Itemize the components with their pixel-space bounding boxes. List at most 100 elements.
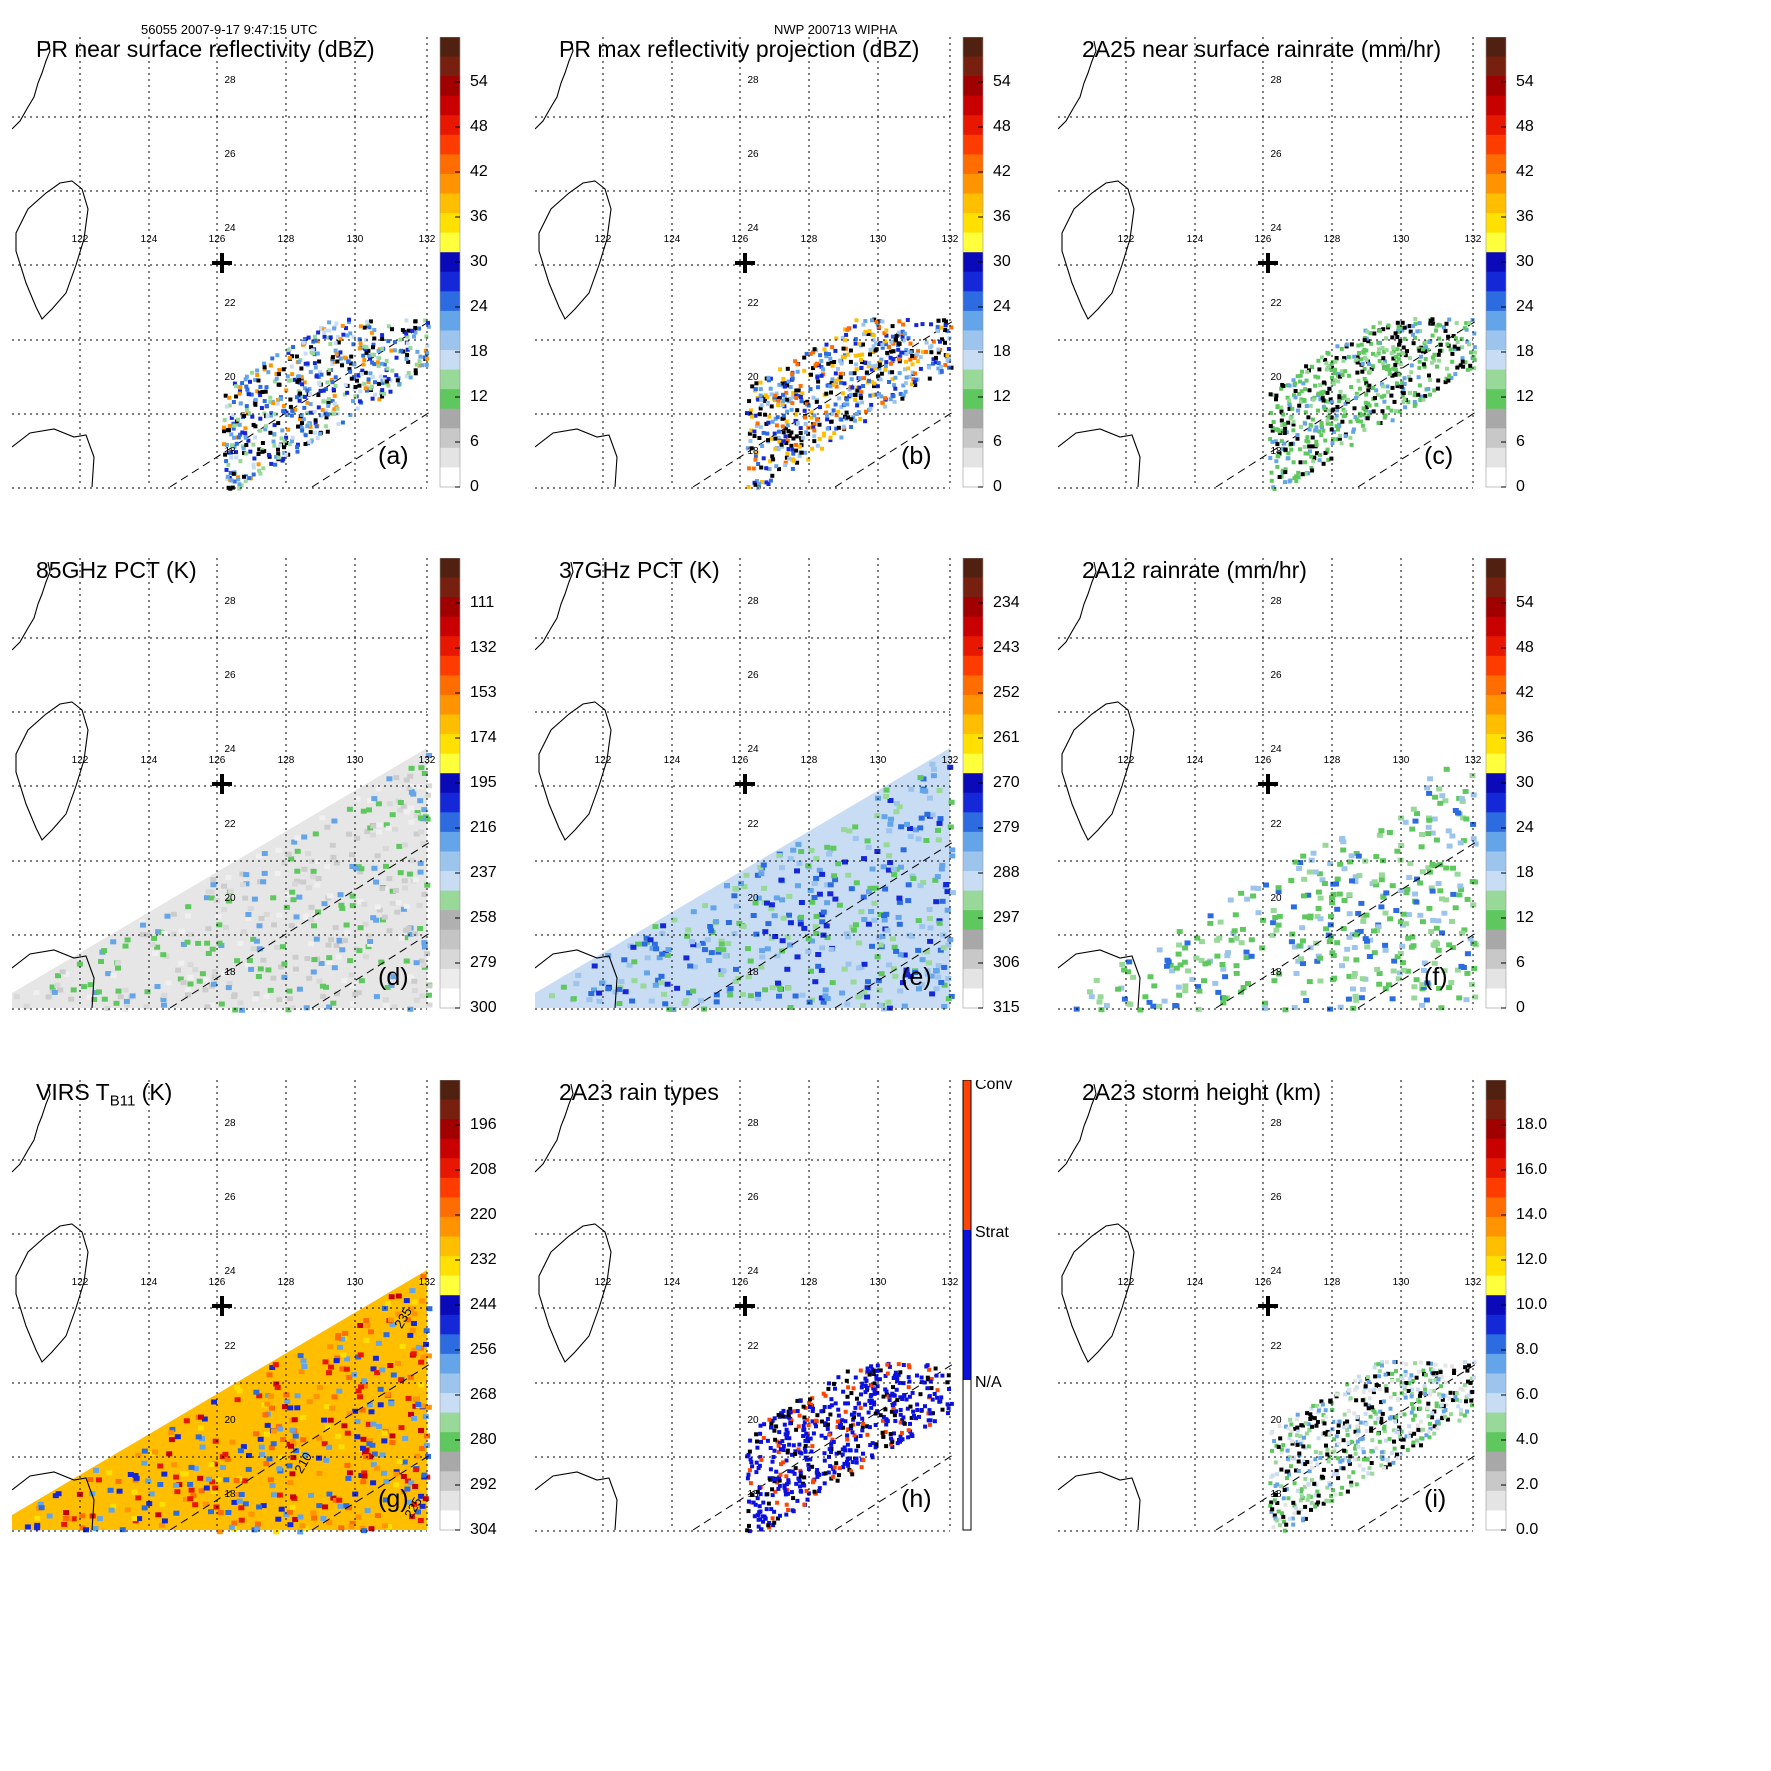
colorbar-segment — [1486, 369, 1506, 390]
colorbar-segment — [1486, 577, 1506, 598]
colorbar-segment — [963, 37, 983, 58]
colorbar-segment — [1486, 76, 1506, 97]
lat-tick-label: 18 — [1270, 1489, 1282, 1500]
colorbar-segment — [440, 1256, 460, 1277]
colorbar-segment — [1486, 271, 1506, 292]
map-area: 122 124 126 128 130 132 28 26 24 22 20 18 — [534, 37, 959, 491]
colorbar-segment — [1486, 773, 1506, 794]
colorbar-segment — [1486, 193, 1506, 214]
panel-g: 210 235 225 122 124 126 128 130 132 28 26 24 22 20 18 1… — [11, 1079, 517, 1538]
panel-letter: (d) — [378, 963, 409, 991]
colorbar-segment — [963, 851, 983, 872]
colorbar-label: 111 — [470, 594, 494, 611]
panel-title-text: PR near surface reflectivity (dBZ) — [36, 36, 375, 62]
lat-tick-label: 28 — [747, 75, 759, 86]
colorbar-segment — [963, 291, 983, 312]
storm-center-marker — [1258, 1296, 1278, 1316]
panel-c: 122 124 126 128 130 132 28 26 24 22 20 18 54 48 42 36 30… — [1057, 36, 1563, 495]
colorbar-label: 6 — [470, 433, 479, 450]
colorbar-segment — [1486, 134, 1506, 155]
colorbar-segment — [440, 408, 460, 429]
colorbar-label: 42 — [470, 163, 488, 180]
colorbar-segment — [1486, 428, 1506, 449]
colorbar-label: 0.0 — [1516, 1521, 1538, 1535]
lat-tick-label: 26 — [1270, 149, 1282, 160]
colorbar-label: 292 — [470, 1476, 497, 1493]
panel-title: PR max reflectivity projection (dBZ) — [559, 36, 919, 63]
colorbar-segment — [963, 252, 983, 273]
colorbar-label: 48 — [470, 118, 488, 135]
panel-title-units: (K) — [135, 1079, 173, 1105]
colorbar-segment — [963, 134, 983, 155]
colorbar-segment — [963, 812, 983, 833]
colorbar-segment — [1486, 1314, 1506, 1335]
colorbar-segment — [1486, 1177, 1506, 1198]
panel-map-b: 122 124 126 128 130 1322826242220185448423630… — [534, 36, 1011, 495]
swath-pixels — [13, 752, 433, 1013]
colorbar-segment — [1486, 173, 1506, 195]
lat-tick-label: 28 — [224, 1118, 236, 1129]
lat-tick-label: 20 — [747, 893, 759, 904]
colorbar-label: 36 — [1516, 208, 1534, 225]
lon-tick-label: 128 — [1324, 234, 1341, 245]
lon-tick-label: 128 — [278, 234, 295, 245]
lon-tick-label: 132 — [419, 1277, 436, 1288]
colorbar-segment — [1486, 694, 1506, 716]
colorbar-segment — [440, 232, 460, 253]
colorbar-segment — [963, 910, 983, 931]
colorbar-label: 12 — [1516, 909, 1534, 926]
lon-tick-label: 130 — [1393, 1277, 1410, 1288]
swath-edge — [311, 411, 431, 488]
colorbar-segment — [440, 1295, 460, 1316]
colorbar: 54 48 42 36 30 24 18 12 6 0 — [439, 36, 488, 495]
colorbar-label: 196 — [470, 1116, 497, 1133]
colorbar-label: 304 — [470, 1521, 497, 1535]
panel-a: 122 124 126 128 130 132 28 26 24 22 20 18 54 48 42 36 30… — [11, 36, 517, 495]
colorbar-segment — [1486, 1236, 1506, 1257]
panel-f: 122 124 126 128 130 132 28 26 24 22 20 18 54 48 42 36 30… — [1057, 557, 1563, 1016]
lon-tick-label: 122 — [1118, 1277, 1135, 1288]
colorbar-label: 30 — [993, 253, 1011, 270]
colorbar-label: 280 — [470, 1431, 497, 1448]
colorbar-label: 48 — [1516, 118, 1534, 135]
colorbar-label: 220 — [470, 1206, 497, 1223]
colorbar-segment — [440, 1490, 460, 1511]
colorbar-label: 300 — [470, 999, 497, 1013]
lon-tick-label: 122 — [595, 234, 612, 245]
lon-tick-label: 128 — [278, 755, 295, 766]
swath-background — [535, 748, 950, 1008]
lat-tick-label: 26 — [1270, 670, 1282, 681]
swath-edge — [311, 1454, 431, 1531]
lon-tick-label: 132 — [942, 755, 959, 766]
lon-tick-label: 126 — [209, 755, 226, 766]
colorbar-segment — [1486, 115, 1506, 136]
colorbar-segment — [963, 389, 983, 410]
lat-tick-label: 28 — [1270, 75, 1282, 86]
lon-tick-label: 124 — [141, 1277, 158, 1288]
lon-tick-label: 132 — [419, 234, 436, 245]
panel-title-text: 37GHz PCT (K) — [559, 557, 720, 583]
lat-tick-label: 28 — [747, 1118, 759, 1129]
colorbar-label: 132 — [470, 639, 497, 656]
panel-d: 122 124 126 128 130 132 28 26 24 22 20 18 111 132 153 1… — [11, 557, 517, 1016]
colorbar-segment — [963, 890, 983, 911]
colorbar-segment — [1486, 310, 1506, 331]
lat-tick-label: 20 — [1270, 893, 1282, 904]
colorbar-segment — [1486, 291, 1506, 312]
colorbar-segment — [963, 734, 983, 755]
colorbar-label: 244 — [470, 1296, 497, 1313]
colorbar-label: 2.0 — [1516, 1476, 1538, 1493]
lon-tick-label: 122 — [72, 234, 89, 245]
swath-pixels — [549, 761, 956, 1012]
colorbar-segment — [963, 115, 983, 136]
colorbar-label: Conv — [975, 1080, 1012, 1093]
colorbar: 18.0 16.0 14.0 12.0 10.0 8.0 6.0 4.0 2.0 0.0 — [1485, 1079, 1547, 1538]
colorbar-segment — [440, 1080, 460, 1101]
colorbar-segment — [963, 558, 983, 579]
lon-tick-label: 132 — [1465, 1277, 1482, 1288]
colorbar-segment — [1486, 734, 1506, 755]
colorbar-segment — [440, 655, 460, 676]
colorbar-segment — [963, 871, 983, 892]
colorbar-label: 12 — [993, 388, 1011, 405]
colorbar-label: 36 — [993, 208, 1011, 225]
